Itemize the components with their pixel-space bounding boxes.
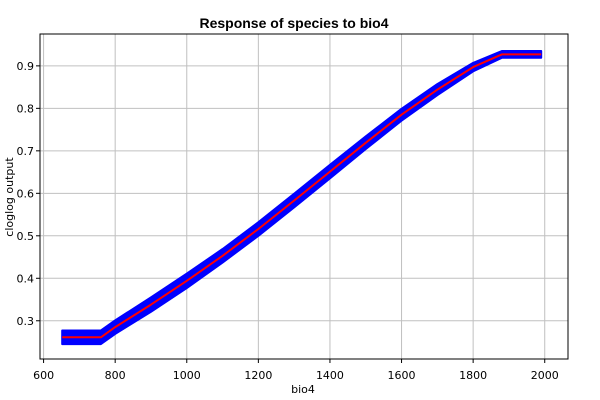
x-tick-label: 1400 — [316, 369, 344, 382]
band-area — [61, 50, 543, 346]
chart-title: Response of species to bio4 — [199, 15, 388, 31]
x-tick-label: 1000 — [173, 369, 201, 382]
x-tick-label: 600 — [33, 369, 54, 382]
mean-response-line — [62, 53, 542, 339]
x-axis-label: bio4 — [291, 383, 315, 396]
y-tick-label: 0.6 — [17, 187, 35, 200]
grid — [40, 34, 568, 359]
x-tick-label: 1200 — [244, 369, 272, 382]
plot-frame — [39, 33, 569, 360]
y-tick-label: 0.3 — [17, 315, 35, 328]
y-tick-label: 0.7 — [17, 145, 35, 158]
x-tick-label: 1600 — [388, 369, 416, 382]
x-tick-label: 1800 — [459, 369, 487, 382]
y-tick-label: 0.9 — [17, 60, 35, 73]
y-tick-label: 0.4 — [17, 272, 35, 285]
mean-line-path — [62, 53, 542, 339]
x-tick-label: 800 — [105, 369, 126, 382]
y-axis-ticks: 0.3 0.4 0.5 0.6 0.7 0.8 0.9 — [17, 60, 40, 328]
x-axis-ticks: 600 800 1000 1200 1400 1600 1800 2000 — [33, 359, 559, 382]
y-tick-label: 0.5 — [17, 230, 35, 243]
y-tick-label: 0.8 — [17, 102, 35, 115]
confidence-band — [61, 50, 543, 346]
y-axis-label: cloglog output — [3, 157, 16, 237]
x-tick-label: 2000 — [531, 369, 559, 382]
